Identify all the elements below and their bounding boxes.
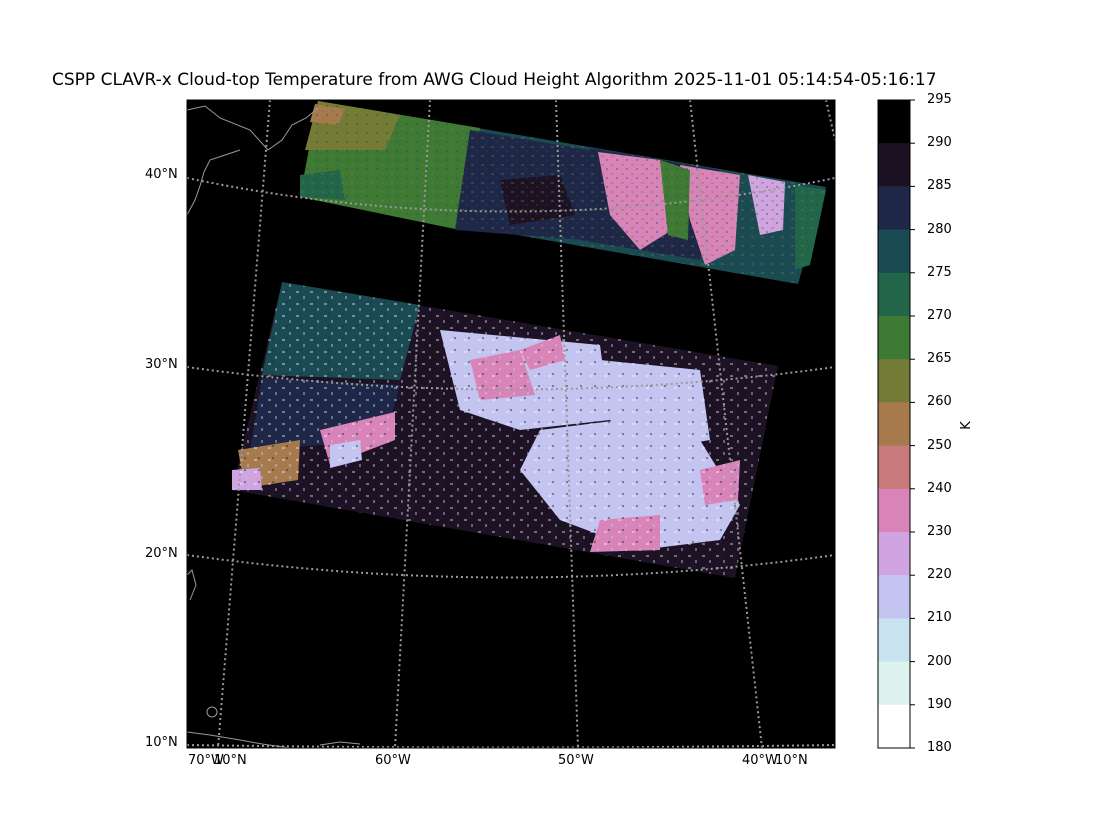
colorbar-segment — [878, 618, 910, 663]
colorbar-segment — [878, 316, 910, 360]
coastline — [187, 105, 361, 748]
colorbar-tick-label: 295 — [927, 92, 952, 107]
colorbar-tick-label: 285 — [927, 178, 952, 194]
lon-label-60w: 60°W — [375, 753, 411, 768]
lat-label-10n: 10°N — [145, 735, 178, 750]
colorbar-tick-label: 230 — [927, 524, 952, 539]
colorbar-tick-label: 200 — [927, 653, 952, 669]
colorbar-segment — [878, 100, 910, 144]
colorbar-tick-label: 250 — [927, 437, 952, 453]
colorbar-border — [877, 99, 911, 749]
colorbar-tick-label: 210 — [927, 610, 952, 626]
lon-label-50w: 50°W — [558, 753, 594, 768]
colorbar-segment — [878, 445, 910, 490]
lat-label-40n: 40°N — [145, 167, 178, 182]
colorbar-segment — [878, 359, 910, 403]
colorbar-tick-label: 275 — [927, 264, 952, 280]
colorbar-tick-label: 290 — [927, 135, 952, 151]
colorbar-segment — [878, 229, 910, 274]
colorbar-tick-label: 265 — [927, 351, 952, 367]
colorbar-segment — [878, 575, 910, 619]
colorbar-segment — [878, 488, 910, 533]
colorbar — [877, 99, 915, 749]
colorbar-tick-label: 270 — [927, 308, 952, 323]
map-border — [186, 99, 836, 749]
map-title: CSPP CLAVR-x Cloud-top Temperature from … — [52, 70, 937, 90]
lat-label-30n: 30°N — [145, 357, 178, 372]
colorbar-segment — [878, 661, 910, 706]
lon-label-10n-right: 10°N — [775, 753, 808, 768]
colorbar-segment — [878, 704, 910, 749]
colorbar-tick-label: 280 — [927, 221, 952, 237]
colorbar-segment — [878, 272, 910, 317]
colorbar-tick-label: 220 — [927, 567, 952, 583]
lat-label-20n: 20°N — [145, 546, 178, 561]
colorbar-segment — [878, 402, 910, 447]
colorbar-tick-label: 260 — [927, 394, 952, 410]
lon-label-10n-left: 10°N — [214, 753, 247, 768]
lon-label-40w: 40°W — [742, 753, 778, 768]
colorbar-tick-label: 240 — [927, 480, 952, 496]
southern-swath — [232, 282, 778, 578]
colorbar-segment — [878, 186, 910, 231]
colorbar-segment — [878, 532, 910, 576]
colorbar-segment — [878, 143, 910, 187]
colorbar-unit-label: K — [958, 421, 974, 430]
lon-label-70w: 70°W — [188, 753, 224, 768]
northern-swath — [300, 101, 826, 284]
colorbar-tick-label: 180 — [927, 740, 952, 755]
colorbar-tick-label: 190 — [927, 696, 952, 712]
